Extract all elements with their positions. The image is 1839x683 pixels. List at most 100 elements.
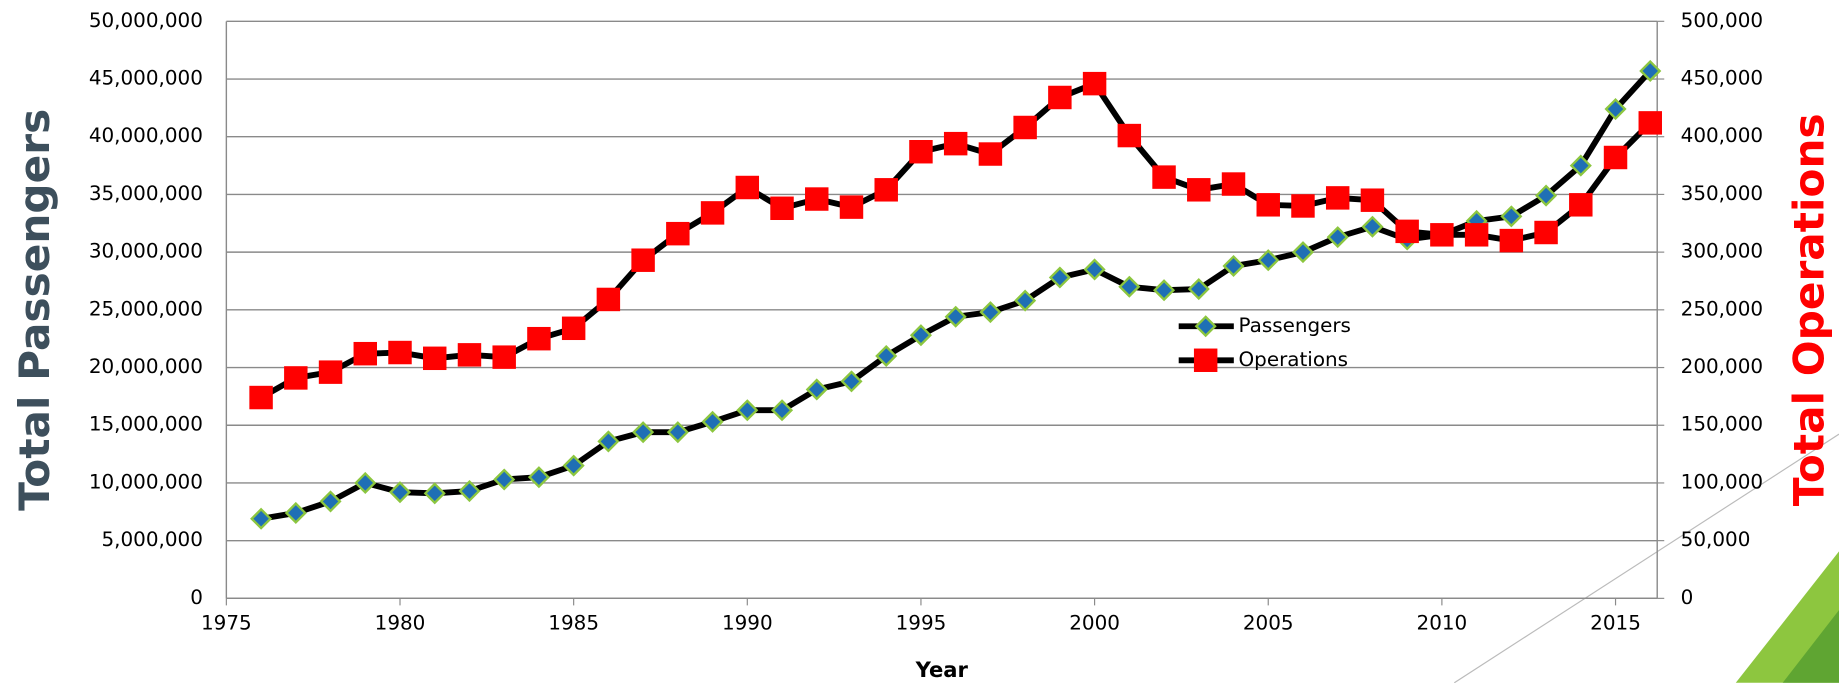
data-point — [1222, 254, 1245, 278]
data-point — [353, 341, 378, 366]
y2-tick-label: 100,000 — [1681, 470, 1763, 493]
data-point — [666, 421, 689, 444]
x-tick-label: 2015 — [1590, 612, 1641, 635]
data-point — [1603, 145, 1628, 170]
x-tick-label: 1985 — [548, 612, 599, 635]
legend-label: Operations — [1239, 348, 1349, 371]
data-point — [319, 490, 342, 513]
data-point — [840, 370, 863, 393]
data-point — [388, 340, 412, 365]
x-tick-label: 2010 — [1417, 612, 1468, 635]
data-point — [632, 421, 655, 444]
data-point — [1395, 219, 1419, 244]
data-point — [909, 139, 933, 164]
data-point — [944, 305, 967, 328]
data-point — [1464, 223, 1489, 247]
data-point — [1500, 205, 1523, 228]
data-point — [770, 399, 794, 422]
data-point — [1082, 71, 1107, 96]
data-point — [1153, 279, 1176, 302]
data-point — [597, 430, 620, 453]
data-point — [1360, 188, 1385, 212]
data-point — [1221, 172, 1246, 196]
data-point — [562, 454, 585, 477]
data-point — [561, 316, 586, 341]
y-tick-label: 5,000,000 — [102, 528, 203, 551]
y2-tick-label: 0 — [1681, 586, 1694, 609]
data-point — [457, 343, 482, 367]
data-point — [1499, 228, 1524, 253]
data-point — [978, 142, 1003, 166]
y-tick-label: 0 — [190, 586, 203, 609]
y2-tick-label: 450,000 — [1681, 67, 1763, 90]
data-point — [596, 287, 621, 312]
data-point — [700, 201, 725, 225]
data-point — [527, 326, 551, 351]
y2-tick-label: 150,000 — [1681, 413, 1763, 436]
data-point — [1325, 186, 1350, 210]
data-point — [1430, 223, 1454, 247]
data-point — [1083, 258, 1106, 281]
data-point — [284, 366, 308, 390]
data-point — [631, 248, 655, 272]
data-point — [1256, 193, 1280, 217]
x-tick-label: 1975 — [201, 612, 252, 635]
y-tick-label: 50,000,000 — [89, 9, 203, 32]
data-point — [839, 195, 864, 219]
data-point — [735, 175, 760, 200]
data-point — [736, 399, 759, 422]
data-point — [388, 481, 412, 504]
data-point — [874, 178, 898, 202]
y-axis-label: Total Passengers — [10, 109, 59, 511]
data-point — [909, 324, 932, 347]
y-tick-label: 40,000,000 — [89, 124, 203, 147]
data-point — [666, 221, 690, 246]
y-tick-label: 25,000,000 — [89, 297, 203, 320]
data-point — [805, 378, 828, 401]
data-point — [423, 346, 447, 371]
x-tick-label: 2000 — [1069, 612, 1120, 635]
data-point — [423, 482, 446, 505]
y2-tick-label: 350,000 — [1681, 182, 1763, 205]
data-point — [943, 131, 968, 156]
data-point — [1014, 289, 1037, 312]
x-tick-label: 2005 — [1243, 612, 1294, 635]
y2-tick-label: 500,000 — [1681, 9, 1763, 32]
data-point — [1187, 278, 1210, 301]
legend-marker — [1193, 348, 1218, 372]
decor-line — [1453, 433, 1839, 683]
data-point — [1152, 165, 1176, 189]
decor-triangle — [1782, 610, 1839, 683]
data-point — [1117, 123, 1142, 148]
data-point — [249, 385, 273, 410]
y-tick-label: 45,000,000 — [89, 67, 203, 90]
x-axis-label: Year — [915, 657, 969, 682]
data-point — [1638, 111, 1662, 135]
data-point — [1361, 215, 1384, 238]
x-tick-label: 1990 — [722, 612, 773, 635]
data-point — [1569, 154, 1592, 177]
data-point — [1048, 85, 1072, 110]
y2-tick-label: 400,000 — [1681, 124, 1763, 147]
data-point — [1257, 249, 1280, 272]
y-tick-label: 15,000,000 — [89, 413, 203, 436]
data-point — [458, 479, 481, 503]
data-point — [1013, 115, 1037, 140]
data-point — [701, 410, 724, 433]
legend-label: Passengers — [1239, 314, 1351, 337]
data-point — [875, 344, 898, 368]
y2-tick-label: 300,000 — [1681, 240, 1763, 263]
y2-tick-label: 200,000 — [1681, 355, 1763, 378]
y2-tick-label: 50,000 — [1681, 528, 1751, 551]
y-tick-label: 35,000,000 — [89, 182, 203, 205]
data-point — [1569, 193, 1593, 217]
data-point — [1118, 275, 1141, 298]
data-point — [1187, 178, 1211, 202]
y2-axis-label: Total Operations — [1785, 113, 1834, 506]
data-point — [354, 471, 377, 494]
data-point — [805, 187, 829, 211]
x-tick-label: 1995 — [896, 612, 947, 635]
data-point — [770, 196, 794, 221]
